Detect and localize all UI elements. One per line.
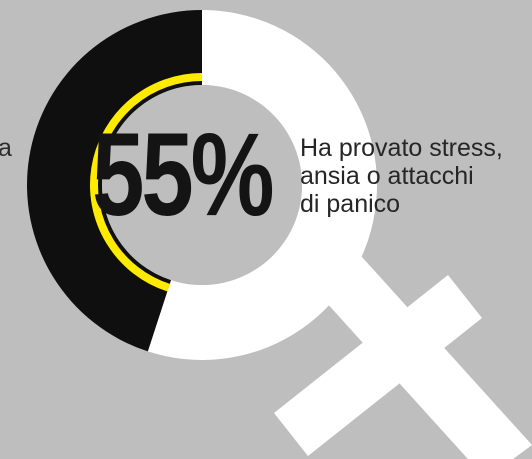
left-caption-fragment: a (0, 134, 12, 162)
accent-arc (90, 73, 203, 292)
inner-disc (102, 85, 302, 285)
caption-line-1: Ha provato stress, (300, 134, 503, 162)
cross-arm-right (274, 275, 482, 456)
dark-segment (27, 10, 203, 352)
caption-line-3: di panico (300, 190, 401, 218)
caption-line-2: ansia o attacchi (300, 162, 474, 190)
female-symbol-icon (27, 10, 532, 459)
caption-text: Ha provato stress, ansia o attacchi di p… (300, 134, 532, 218)
percentage-value: 55% (92, 109, 275, 241)
